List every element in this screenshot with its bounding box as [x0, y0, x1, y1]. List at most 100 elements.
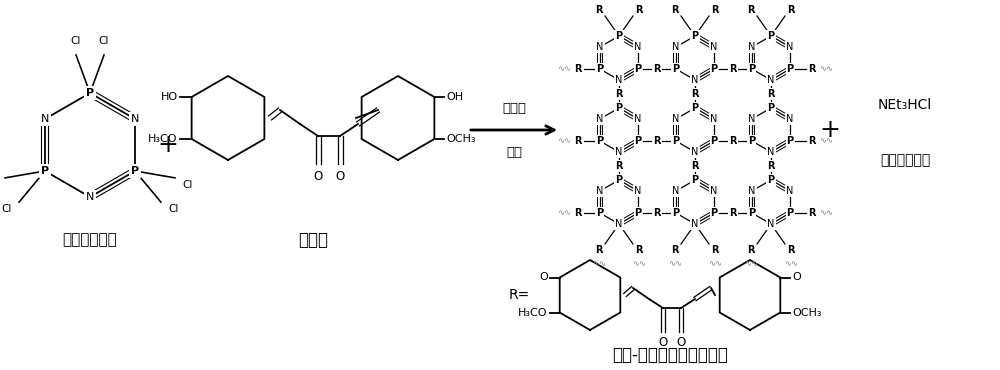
Text: H₃CO: H₃CO [148, 134, 178, 144]
Text: R: R [808, 64, 816, 74]
Text: N: N [748, 186, 756, 196]
Text: N: N [710, 114, 718, 124]
Text: Cl: Cl [99, 36, 109, 46]
Text: P: P [672, 208, 680, 218]
Text: Cl: Cl [168, 204, 178, 214]
Text: H₃CO: H₃CO [518, 307, 548, 317]
Text: ∿∿: ∿∿ [592, 259, 606, 269]
Text: P: P [710, 208, 718, 218]
Text: ∿∿: ∿∿ [784, 259, 798, 269]
Text: R: R [653, 64, 661, 74]
Text: N: N [131, 114, 139, 124]
Text: N: N [710, 42, 718, 52]
Text: R: R [711, 245, 719, 255]
Text: P: P [131, 166, 139, 176]
Text: P: P [672, 64, 680, 74]
Text: R: R [767, 161, 775, 171]
Text: O: O [658, 336, 668, 349]
Text: ∿∿: ∿∿ [557, 137, 571, 145]
Text: P: P [615, 31, 623, 41]
Text: Cl: Cl [182, 180, 192, 190]
Text: R: R [787, 5, 795, 15]
Text: OCH₃: OCH₃ [792, 307, 822, 317]
Text: R: R [574, 136, 582, 146]
Text: N: N [691, 219, 699, 229]
Text: P: P [596, 64, 604, 74]
Text: R: R [747, 245, 755, 255]
Text: ∿∿: ∿∿ [668, 259, 682, 269]
Text: HO: HO [161, 92, 178, 102]
Text: O: O [335, 169, 345, 182]
Text: R: R [671, 5, 679, 15]
Text: P: P [634, 136, 642, 146]
Text: P: P [634, 208, 642, 218]
Text: P: P [634, 64, 642, 74]
Text: P: P [691, 31, 699, 41]
Text: 姜黄素: 姜黄素 [298, 231, 328, 249]
Text: N: N [691, 147, 699, 157]
Text: O: O [539, 272, 548, 283]
Text: R: R [653, 136, 661, 146]
Text: Cl: Cl [2, 204, 12, 214]
Text: P: P [691, 103, 699, 113]
Text: ∿∿: ∿∿ [819, 209, 833, 218]
Text: N: N [615, 219, 623, 229]
Text: P: P [767, 31, 775, 41]
Text: N: N [672, 42, 680, 52]
Text: N: N [767, 147, 775, 157]
Text: +: + [158, 133, 178, 157]
Text: R: R [729, 208, 737, 218]
Text: ∿∿: ∿∿ [557, 64, 571, 74]
Text: N: N [748, 114, 756, 124]
Text: R: R [595, 245, 603, 255]
Text: R: R [808, 208, 816, 218]
Text: ∿∿: ∿∿ [632, 259, 646, 269]
Text: P: P [748, 136, 756, 146]
Text: R: R [574, 64, 582, 74]
Text: P: P [86, 88, 94, 98]
Text: O: O [676, 336, 686, 349]
Text: R: R [729, 64, 737, 74]
Text: N: N [786, 186, 794, 196]
Text: N: N [41, 114, 49, 124]
Text: N: N [634, 114, 642, 124]
Text: R: R [635, 5, 643, 15]
Text: N: N [710, 186, 718, 196]
Text: N: N [596, 42, 604, 52]
Text: P: P [786, 208, 794, 218]
Text: Cl: Cl [71, 36, 81, 46]
Text: P: P [710, 136, 718, 146]
Text: N: N [691, 75, 699, 85]
Text: R: R [615, 89, 623, 99]
Text: R: R [574, 208, 582, 218]
Text: +: + [820, 118, 840, 142]
Text: O: O [313, 169, 323, 182]
Text: N: N [596, 114, 604, 124]
Text: N: N [672, 186, 680, 196]
Text: N: N [634, 42, 642, 52]
Text: N: N [786, 42, 794, 52]
Text: R: R [691, 161, 699, 171]
Text: 三乙胺盐酸盐: 三乙胺盐酸盐 [880, 153, 930, 167]
Text: P: P [786, 64, 794, 74]
Text: R: R [787, 245, 795, 255]
Text: P: P [615, 175, 623, 185]
Text: R: R [711, 5, 719, 15]
Text: N: N [596, 186, 604, 196]
Text: ∿∿: ∿∿ [819, 137, 833, 145]
Text: OCH₃: OCH₃ [446, 134, 476, 144]
Text: R: R [767, 89, 775, 99]
Text: 乙腼: 乙腼 [506, 145, 522, 158]
Text: ∿∿: ∿∿ [744, 259, 758, 269]
Text: ∿∿: ∿∿ [708, 259, 722, 269]
Text: P: P [767, 175, 775, 185]
Text: 有机-无机杂化荧光聚合物: 有机-无机杂化荧光聚合物 [612, 346, 728, 364]
Text: P: P [41, 166, 49, 176]
Text: 六氯环三膚腼: 六氯环三膚腼 [63, 232, 117, 248]
Text: P: P [596, 208, 604, 218]
Text: N: N [767, 75, 775, 85]
Text: N: N [786, 114, 794, 124]
Text: N: N [748, 42, 756, 52]
Text: N: N [615, 147, 623, 157]
Text: ∿∿: ∿∿ [819, 64, 833, 74]
